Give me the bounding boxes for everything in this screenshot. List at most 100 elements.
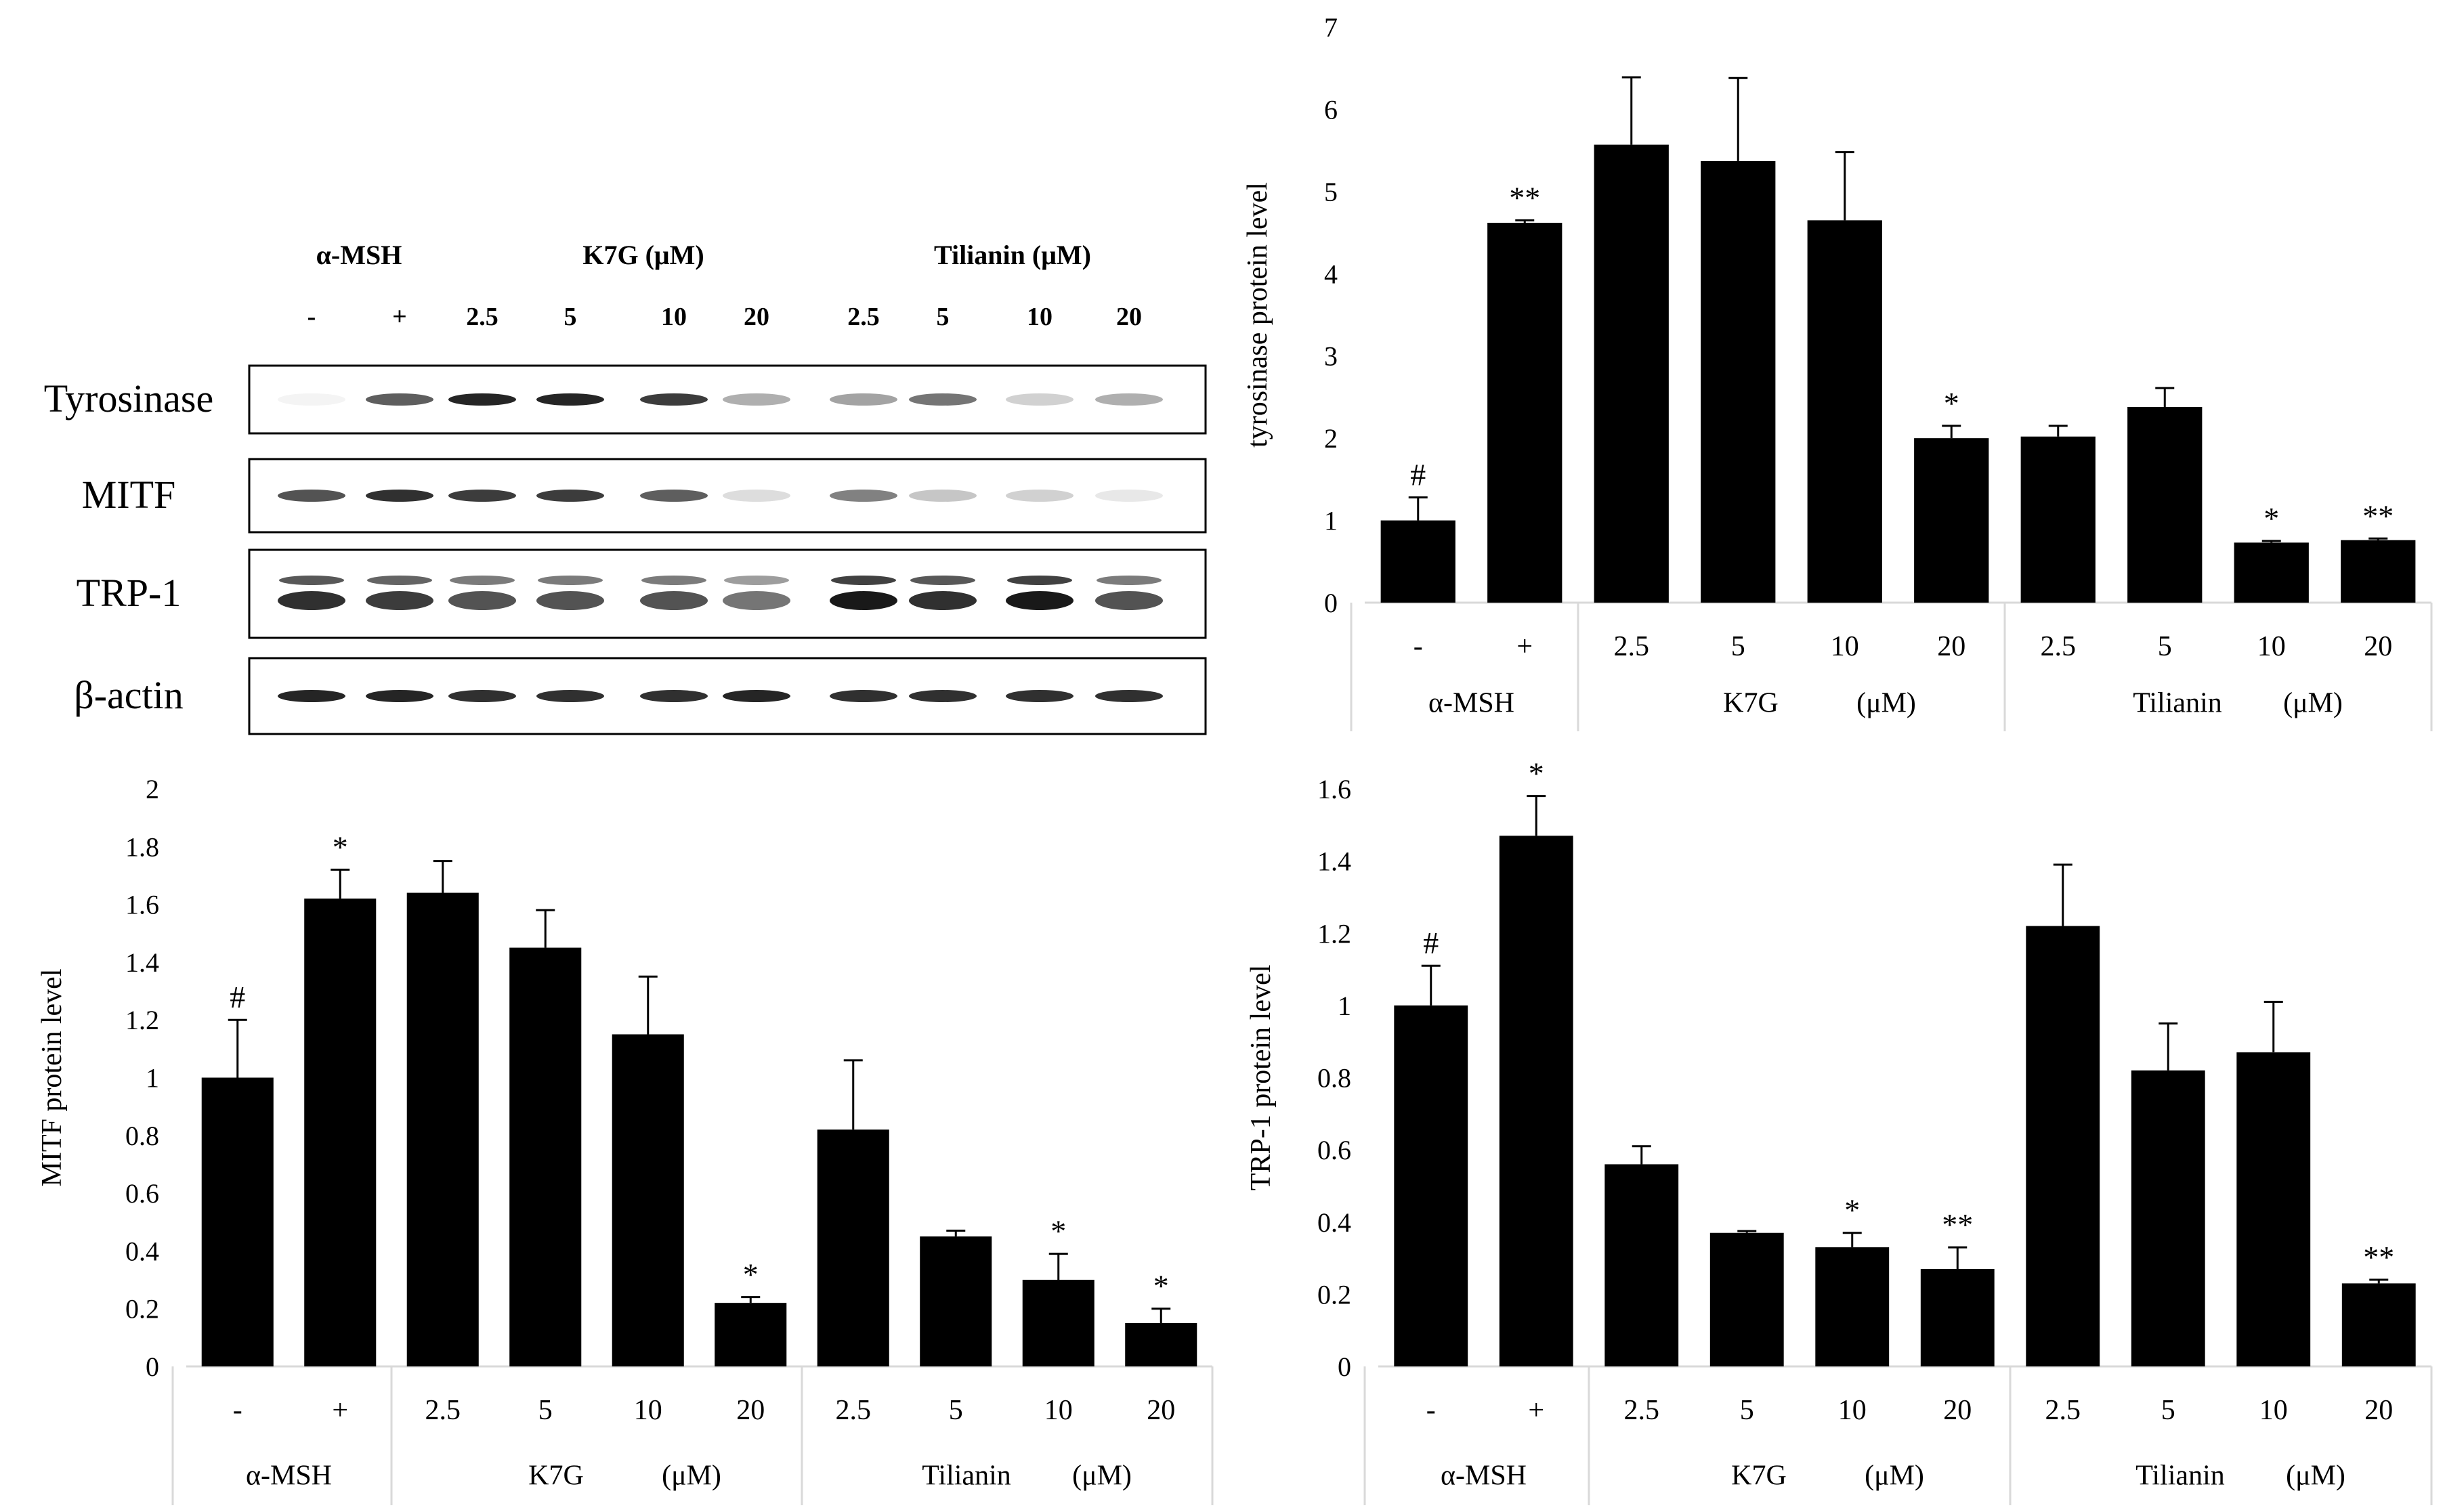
blot-header-amsh: α-MSH xyxy=(316,240,402,270)
bar xyxy=(1604,1164,1679,1366)
bar xyxy=(1701,160,1776,603)
bar xyxy=(2234,542,2309,603)
group-label: α-MSH xyxy=(246,1460,332,1491)
blot-band xyxy=(830,393,897,406)
blot-band xyxy=(366,690,433,702)
group-unit: (μM) xyxy=(1856,688,1916,719)
significance-marker: * xyxy=(2263,501,2279,536)
blot-band xyxy=(278,591,345,610)
x-tick-label: + xyxy=(1516,631,1533,662)
y-tick-label: 1 xyxy=(1338,991,1351,1021)
y-tick-label: 1.2 xyxy=(1317,918,1351,949)
blot-band xyxy=(1006,591,1073,610)
group-unit: (μM) xyxy=(662,1460,721,1491)
group-unit: (μM) xyxy=(2286,1460,2345,1491)
x-tick-label: 10 xyxy=(2257,631,2286,662)
group-label: α-MSH xyxy=(1441,1460,1527,1491)
blot-band xyxy=(1006,490,1073,502)
y-tick-label: 0 xyxy=(1338,1352,1351,1382)
western-blot-figure: α-MSH K7G (μM) Tilianin (μM) - +2.5 5 10 20 2… xyxy=(44,240,1207,735)
group-label: Tilianin xyxy=(922,1460,1011,1491)
significance-marker: # xyxy=(1410,458,1426,492)
group-label: K7G xyxy=(1723,688,1779,719)
bar xyxy=(2341,1283,2416,1366)
x-tick-label: 20 xyxy=(1943,1395,1972,1426)
blot-band xyxy=(909,393,977,406)
y-tick-label: 0.2 xyxy=(125,1294,159,1324)
bar xyxy=(920,1236,992,1366)
blot-lane-label: 2.5 xyxy=(466,303,498,331)
mitf-chart-panel: 0 0.2 0.4 0.6 0.8 1 1.2 1.4 1.6 1.8 2 MITF protein … xyxy=(0,752,1226,1509)
blot-band xyxy=(366,393,433,406)
blot-row-label: β-actin xyxy=(74,673,184,717)
bar xyxy=(1914,438,1989,603)
significance-marker: # xyxy=(230,980,245,1014)
blot-band xyxy=(1095,690,1163,702)
y-tick-label: 5 xyxy=(1324,177,1338,207)
x-tick-label: 2.5 xyxy=(2045,1395,2081,1426)
blot-lane-label: 10 xyxy=(661,303,687,331)
x-tick-label: 2.5 xyxy=(425,1395,461,1426)
y-tick-label: 1 xyxy=(146,1063,159,1094)
x-tick-label: 20 xyxy=(736,1395,765,1426)
blot-band xyxy=(448,690,516,702)
bar xyxy=(2236,1052,2311,1366)
significance-marker: * xyxy=(1529,756,1544,791)
x-tick-label: 5 xyxy=(1740,1395,1754,1426)
x-tick-label: 10 xyxy=(2259,1395,2288,1426)
y-tick-label: 0.6 xyxy=(1317,1135,1351,1165)
blot-band xyxy=(640,393,708,406)
blot-band xyxy=(448,393,516,406)
blot-band xyxy=(536,690,604,702)
significance-marker: ** xyxy=(1509,180,1540,215)
blot-band-upper xyxy=(1097,576,1162,585)
x-tick-label: + xyxy=(332,1395,348,1426)
blot-band xyxy=(536,490,604,502)
significance-marker: ** xyxy=(2363,1240,2394,1274)
blot-band-upper xyxy=(279,576,344,585)
blot-band xyxy=(830,690,897,702)
y-tick-label: 0 xyxy=(146,1352,159,1382)
x-tick-label: 10 xyxy=(634,1395,662,1426)
y-tick-label: 0.8 xyxy=(1317,1063,1351,1094)
group-label: Tilianin xyxy=(2133,688,2222,719)
x-tick-label: 5 xyxy=(949,1395,963,1426)
blot-band xyxy=(909,591,977,610)
x-tick-label: 5 xyxy=(2161,1395,2175,1426)
western-blot-panel: α-MSH K7G (μM) Tilianin (μM) - +2.5 5 10 20 2… xyxy=(0,203,1219,745)
blot-row-label: TRP-1 xyxy=(77,571,182,615)
bar xyxy=(1380,520,1455,603)
x-tick-label: 20 xyxy=(2364,1395,2393,1426)
blot-row-label: Tyrosinase xyxy=(44,376,213,420)
blot-band xyxy=(723,393,790,406)
x-tick-label: 5 xyxy=(2158,631,2172,662)
bar xyxy=(1394,1005,1468,1366)
blot-header-tilianin: Tilianin (μM) xyxy=(934,240,1091,270)
bar xyxy=(2131,1070,2205,1366)
blot-band xyxy=(536,393,604,406)
y-tick-label: 1.8 xyxy=(125,831,159,862)
y-tick-label: 3 xyxy=(1324,341,1338,372)
y-tick-label: 0.2 xyxy=(1317,1279,1351,1310)
blot-band xyxy=(278,690,345,702)
blot-band xyxy=(366,591,433,610)
blot-band-upper xyxy=(641,576,706,585)
x-tick-label: - xyxy=(1413,631,1423,662)
x-tick-label: 10 xyxy=(1838,1395,1867,1426)
blot-lane-label: 2.5 xyxy=(847,303,880,331)
bar xyxy=(406,892,479,1366)
blot-band xyxy=(278,393,345,406)
blot-band xyxy=(640,591,708,610)
x-tick-label: - xyxy=(1426,1395,1436,1426)
blot-lane-label: 10 xyxy=(1027,303,1053,331)
x-tick-label: 20 xyxy=(2364,631,2392,662)
group-label: Tilianin xyxy=(2135,1460,2225,1491)
significance-marker: * xyxy=(743,1257,759,1292)
bar xyxy=(2341,540,2416,603)
bar xyxy=(1594,144,1669,603)
blot-row-label: MITF xyxy=(82,473,176,517)
y-tick-label: 2 xyxy=(146,774,159,804)
group-label: K7G xyxy=(1731,1460,1787,1491)
bar xyxy=(1815,1247,1890,1366)
